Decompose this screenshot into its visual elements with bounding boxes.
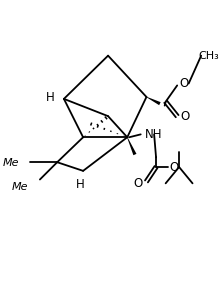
Text: O: O [133, 177, 142, 190]
Text: O: O [180, 110, 189, 123]
Text: CH₃: CH₃ [198, 51, 219, 61]
Text: O: O [179, 77, 189, 90]
Text: H: H [76, 178, 85, 191]
Polygon shape [146, 97, 161, 105]
Text: Me: Me [12, 182, 28, 192]
Text: O: O [170, 160, 179, 174]
Text: Me: Me [2, 158, 19, 168]
Text: NH: NH [145, 128, 162, 141]
Text: H: H [46, 91, 54, 104]
Polygon shape [127, 137, 136, 155]
